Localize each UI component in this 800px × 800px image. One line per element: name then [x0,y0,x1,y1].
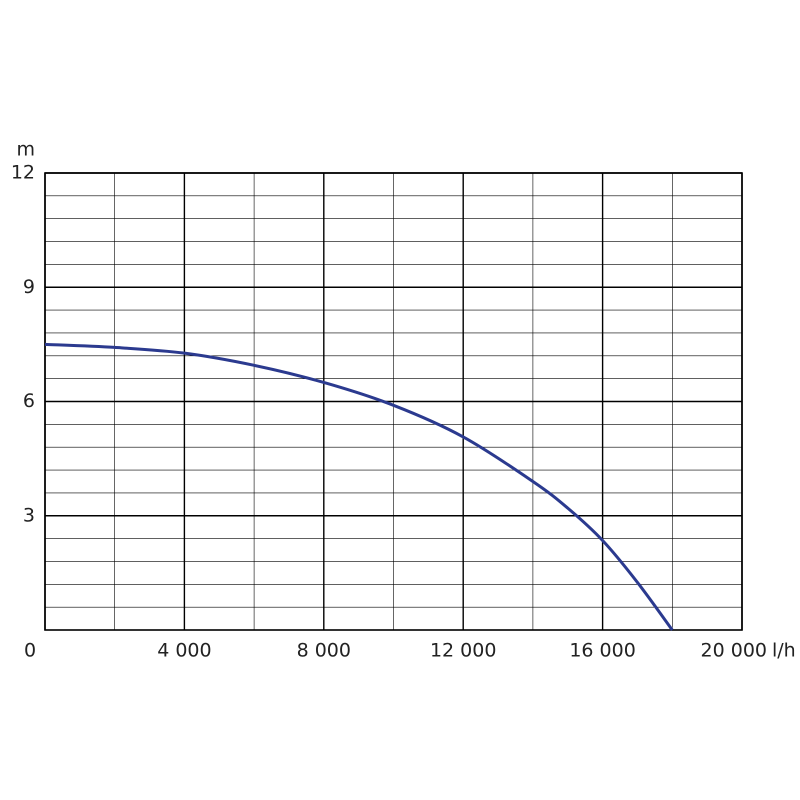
x-tick-label: 4 000 [157,640,211,662]
x-tick-label: 8 000 [297,640,351,662]
y-tick-label: 6 [23,390,35,412]
x-tick-label: 12 000 [430,640,496,662]
x-tick-label: 16 000 [569,640,635,662]
curve [44,342,674,631]
y-tick-label: 9 [23,276,35,298]
x-tick-label: 0 [24,640,36,662]
x-unit: l/h [772,640,796,662]
y-unit: m [16,139,35,161]
y-tick-label: 12 [11,162,35,184]
x-tick-label: 20 000 [701,640,767,662]
y-tick-label: 3 [23,504,35,526]
